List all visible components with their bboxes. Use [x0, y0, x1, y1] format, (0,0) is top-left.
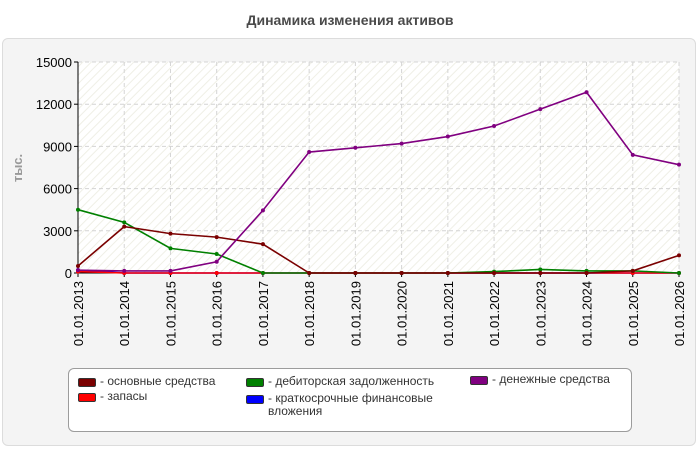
data-point [76, 207, 80, 212]
data-point [260, 242, 265, 247]
data-point [584, 271, 589, 275]
x-tick-label: 01.01.2025 [626, 281, 641, 346]
data-point [492, 124, 497, 129]
data-point [353, 145, 358, 150]
y-tick-label: 0 [65, 266, 72, 281]
data-point [677, 162, 681, 167]
legend-item-short-term-investments: - краткосрочные финансовые вложения [246, 392, 466, 418]
series-line [77, 91, 680, 272]
x-tick-label: 01.01.2023 [533, 281, 548, 346]
plot-area [78, 62, 679, 273]
data-point [445, 134, 450, 139]
data-point [307, 271, 312, 275]
legend-label: - денежные средства [492, 372, 610, 386]
data-point [122, 220, 127, 225]
y-tick-label: 6000 [43, 182, 72, 197]
data-point [260, 208, 265, 213]
data-point [168, 231, 173, 236]
x-tick-label: 01.01.2018 [302, 281, 317, 346]
data-point [399, 271, 404, 275]
legend-swatch [246, 378, 264, 387]
legend-swatch [78, 378, 96, 387]
data-point [677, 253, 681, 258]
x-tick-label: 01.01.2016 [210, 281, 225, 346]
data-point [538, 271, 543, 275]
legend-swatch [470, 376, 488, 385]
legend-label: - основные средства [100, 374, 216, 388]
x-tick-label: 01.01.2020 [395, 281, 410, 346]
x-tick-label: 01.01.2017 [256, 281, 271, 346]
data-point [168, 268, 173, 273]
data-point [122, 224, 127, 229]
y-tick-label: 12000 [36, 97, 72, 112]
data-point [260, 271, 265, 275]
data-point [630, 152, 635, 157]
legend-label: - запасы [100, 389, 148, 403]
x-tick-label: 01.01.2014 [117, 281, 132, 346]
x-tick-label: 01.01.2021 [441, 281, 456, 346]
data-point [214, 271, 219, 275]
data-point [122, 268, 127, 273]
legend-item-receivables: - дебиторская задолженность [246, 375, 434, 388]
data-point [538, 267, 543, 272]
legend-label: - краткосрочные финансовые вложения [268, 391, 433, 418]
data-point [584, 90, 589, 95]
data-point [76, 268, 80, 273]
legend-item-cash: - денежные средства [470, 373, 610, 386]
legend-item-inventory: - запасы [78, 390, 147, 403]
data-point [399, 141, 404, 146]
legend-swatch [78, 393, 96, 402]
data-point [76, 263, 80, 268]
chart-title: Динамика изменения активов [246, 12, 454, 28]
legend-label: - дебиторская задолженность [268, 374, 435, 388]
data-point [445, 271, 450, 275]
y-tick-label: 3000 [43, 224, 72, 239]
x-tick-label: 01.01.2024 [580, 281, 595, 346]
legend-swatch [246, 395, 264, 404]
x-tick-label: 01.01.2019 [348, 281, 363, 346]
x-tick-label: 01.01.2026 [672, 281, 687, 346]
chart-legend: - основные средства - запасы - дебиторск… [68, 368, 632, 432]
data-point [353, 271, 358, 275]
y-axis-label: тыс. [10, 154, 25, 182]
data-point [677, 271, 681, 275]
data-point [214, 235, 219, 240]
x-tick-label: 01.01.2013 [71, 281, 86, 346]
data-point [307, 150, 312, 155]
data-point [214, 252, 219, 257]
data-point [630, 268, 635, 273]
x-tick-label: 01.01.2022 [487, 281, 502, 346]
y-tick-label: 15000 [36, 55, 72, 70]
series-line [77, 225, 680, 274]
x-tick-label: 01.01.2015 [163, 281, 178, 346]
data-point [168, 246, 173, 251]
data-point [214, 259, 219, 264]
legend-item-fixed-assets: - основные средства [78, 375, 215, 388]
y-tick-label: 9000 [43, 139, 72, 154]
data-point [538, 107, 543, 112]
data-point [492, 271, 497, 275]
